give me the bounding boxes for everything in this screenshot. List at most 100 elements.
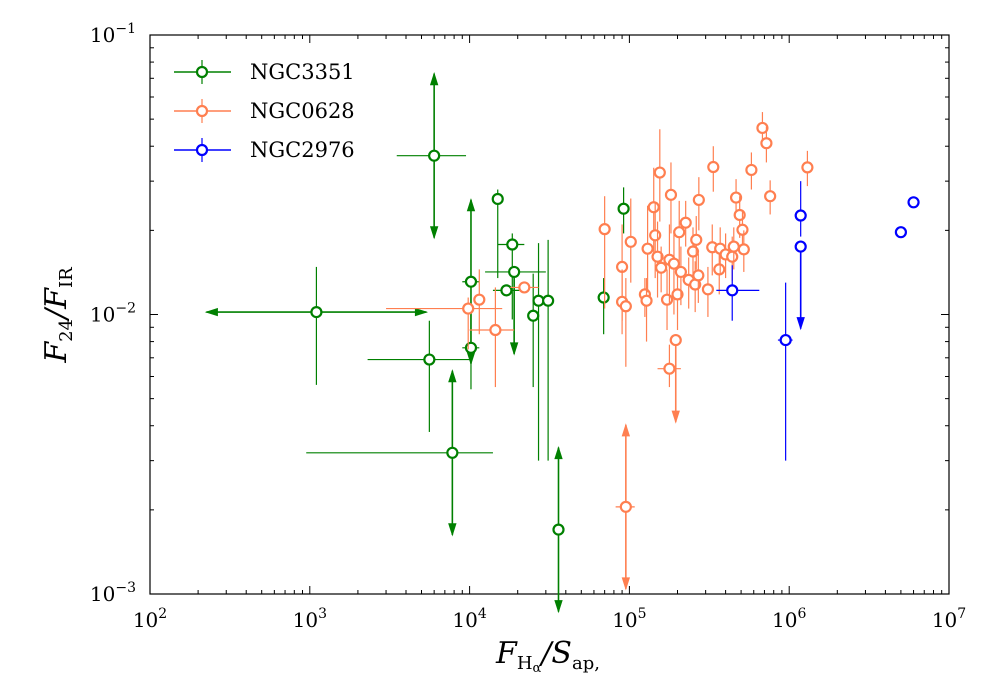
data-marker [713, 263, 726, 276]
data-marker [660, 293, 674, 306]
data-marker [491, 192, 504, 206]
limit-arrowhead [204, 307, 218, 317]
data-point [492, 284, 522, 297]
data-marker [701, 283, 715, 296]
limit-arrowhead [448, 523, 457, 537]
data-point [597, 278, 610, 335]
data-point [386, 297, 503, 350]
y-tick-label: 10−2 [90, 301, 136, 327]
data-point [367, 320, 470, 432]
y-tick-labels: 10−3 10−2 10−1 [90, 21, 136, 606]
data-marker [794, 209, 807, 222]
data-marker [651, 250, 664, 263]
data-point [801, 150, 814, 187]
series-ngc2976 [716, 181, 920, 461]
data-point [760, 126, 773, 163]
data-marker [664, 188, 678, 201]
data-point [713, 248, 726, 295]
data-marker [707, 160, 720, 174]
data-point [692, 253, 705, 303]
data-point [527, 273, 540, 388]
data-point [469, 287, 515, 388]
data-marker [663, 362, 676, 375]
data-marker [598, 223, 611, 236]
data-marker [641, 242, 654, 255]
data-point [794, 240, 807, 331]
x-tick-label: 103 [293, 606, 327, 632]
legend-item-ngc0628: NGC0628 [174, 99, 355, 123]
legend: NGC3351 NGC0628 NGC2976 [174, 60, 355, 162]
data-point [617, 187, 630, 234]
data-marker [619, 500, 632, 513]
limit-arrowhead [621, 577, 631, 591]
data-point [669, 333, 682, 424]
data-marker [760, 137, 773, 150]
data-marker [617, 202, 630, 215]
data-point [729, 179, 743, 219]
data-marker [727, 240, 740, 253]
data-marker [542, 294, 555, 307]
data-marker [597, 291, 610, 304]
data-point [641, 205, 654, 293]
data-point [707, 146, 720, 192]
data-marker [506, 238, 519, 251]
x-tick-label: 107 [932, 606, 966, 632]
data-marker [428, 149, 441, 162]
x-axis-label: FHα/Sap, [495, 636, 600, 676]
data-marker [894, 226, 907, 239]
data-point [655, 246, 668, 293]
data-marker [679, 216, 692, 229]
data-point [651, 221, 664, 298]
data-marker [619, 300, 632, 313]
data-marker [423, 353, 436, 366]
limit-arrowhead [429, 226, 439, 240]
data-point [653, 129, 666, 222]
data-point [510, 281, 539, 294]
data-point [727, 227, 740, 270]
limit-arrowhead [554, 445, 563, 460]
axes-frame [149, 34, 950, 595]
limit-arrowhead [554, 600, 563, 614]
data-point [657, 344, 681, 388]
limit-arrowhead [509, 342, 519, 356]
limit-arrowhead [429, 72, 439, 86]
data-marker [745, 163, 758, 177]
legend-item-ngc2976: NGC2976 [174, 138, 355, 162]
data-point [692, 177, 705, 231]
data-point [716, 265, 760, 321]
data-point [777, 282, 793, 461]
data-marker [464, 341, 478, 354]
data-marker [733, 208, 746, 222]
data-marker [647, 201, 660, 214]
series-ngc0628 [386, 112, 814, 591]
x-tick-label: 102 [133, 606, 167, 632]
data-marker [655, 261, 668, 274]
legend-marker [195, 104, 209, 118]
data-marker [764, 190, 777, 203]
limit-arrowhead [796, 317, 805, 331]
data-marker [674, 265, 687, 279]
data-point [473, 269, 486, 335]
data-point [745, 152, 758, 190]
data-marker [518, 281, 531, 294]
data-marker [669, 333, 682, 347]
x-tick-label: 106 [772, 606, 806, 632]
data-point [542, 239, 555, 461]
data-marker [446, 446, 459, 459]
legend-label: NGC2976 [250, 138, 355, 162]
legend-label: NGC0628 [250, 99, 355, 123]
data-point [306, 369, 493, 537]
legend-item-ngc3351: NGC3351 [174, 60, 355, 84]
minor-ticks [150, 35, 949, 594]
limit-arrowhead [466, 198, 476, 212]
data-point [674, 246, 687, 306]
x-tick-labels: 102 103 104 105 106 107 [133, 606, 966, 632]
data-point [552, 445, 565, 614]
y-tick-label: 10−1 [90, 21, 136, 47]
data-point [794, 181, 807, 237]
legend-marker [195, 65, 209, 79]
data-point [624, 198, 637, 283]
limit-arrowhead [414, 307, 429, 317]
data-marker [756, 121, 769, 135]
y-axis-label: F24/FIR [39, 267, 77, 364]
